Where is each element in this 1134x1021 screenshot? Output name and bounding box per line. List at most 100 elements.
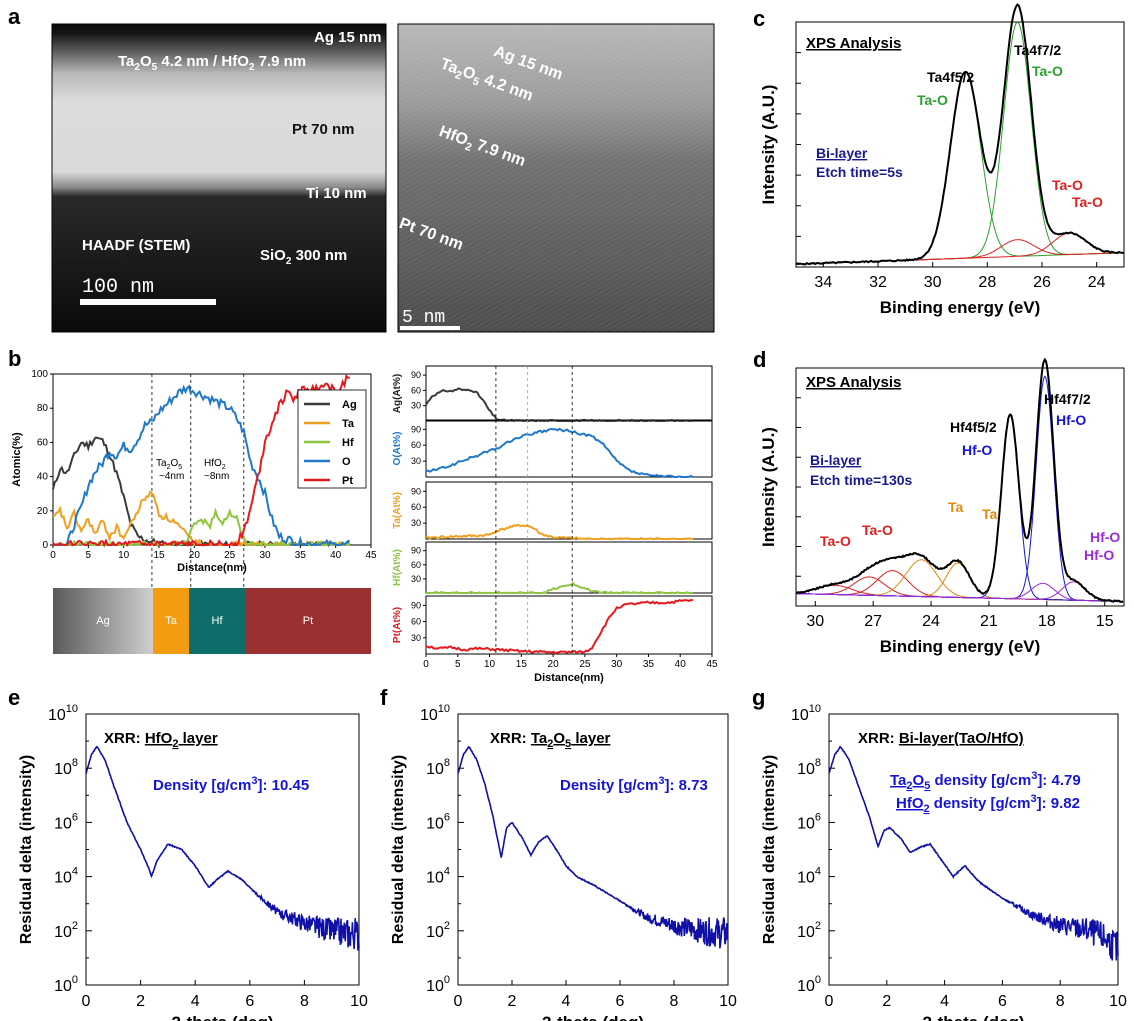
- peak-label: Hf-O: [1056, 412, 1086, 428]
- y-axis-title: Residual delta (intensity): [761, 755, 778, 944]
- stem-label-pt: Pt 70 nm: [292, 121, 355, 138]
- x-tick-label: 8: [1056, 993, 1065, 1010]
- fit-component: [796, 375, 1123, 602]
- sample-label: Bi-layer: [810, 452, 862, 468]
- series-pt: [425, 598, 694, 655]
- y-tick-label: 80: [37, 403, 49, 414]
- x-axis-title: Distance(nm): [177, 562, 247, 574]
- chart-title: XRR: HfO2 layer: [104, 730, 218, 750]
- plot-frame: [828, 713, 1119, 986]
- xrr-bilayer-chart: 024681010101081061041021002-theta (deg)R…: [761, 703, 1127, 1021]
- y-tick-label: 104: [54, 866, 78, 887]
- panel-letter-b: b: [8, 346, 21, 371]
- x-tick-label: 45: [706, 659, 718, 670]
- layer-bar: Ag Ta Hf Pt: [53, 588, 371, 654]
- layer-ag: [53, 588, 153, 654]
- stem-scale-bar: [80, 299, 216, 305]
- y-tick-label: 30: [411, 574, 421, 584]
- subplot-frame-hf: [425, 541, 713, 594]
- x-tick-label: 0: [82, 993, 91, 1010]
- y-tick-label: 90: [411, 600, 421, 610]
- component-label: Ta-O: [862, 522, 893, 538]
- x-tick-label: 5: [86, 550, 92, 561]
- xrr-curve: [457, 745, 729, 949]
- x-tick-label: 10: [118, 550, 130, 561]
- y-axis-title-pt: Pt(At%): [392, 607, 403, 643]
- y-tick-label: 108: [426, 757, 450, 778]
- fit-component: [796, 21, 1124, 265]
- stem-label-stack: Ta2O5 4.2 nm / HfO2 7.9 nm: [118, 53, 306, 73]
- y-axis-title: Intensity (A.U.): [759, 427, 778, 547]
- x-axis-title: 2-theta (deg): [923, 1013, 1025, 1021]
- y-tick-label: 60: [411, 502, 421, 512]
- stem-image: Ag 15 nm Ta2O5 4.2 nm / HfO2 7.9 nm Pt 7…: [51, 23, 387, 333]
- component-label: Hf-O: [1084, 547, 1114, 563]
- y-axis-title-hf: Hf(At%): [392, 549, 403, 586]
- legend-label-ag: Ag: [342, 399, 357, 411]
- component-label: Ta: [948, 499, 964, 515]
- y-tick-label: 106: [797, 811, 821, 832]
- y-axis-title: Atomic(%): [11, 432, 23, 487]
- xrr-curve: [85, 745, 360, 951]
- x-tick-label: 15: [516, 659, 528, 670]
- x-tick-label: 0: [423, 659, 429, 670]
- y-tick-label: 0: [42, 540, 48, 551]
- x-tick-label: 15: [153, 550, 165, 561]
- x-tick-label: 25: [579, 659, 591, 670]
- series-ta: [425, 523, 694, 541]
- density-label: Density [g/cm3]: 8.73: [560, 775, 708, 794]
- y-axis-title-ta: Ta(At%): [392, 492, 403, 529]
- series-o: [425, 427, 694, 479]
- x-tick-label: 10: [484, 659, 496, 670]
- x-tick-label: 21: [980, 613, 998, 630]
- x-tick-label: 30: [259, 550, 271, 561]
- y-tick-label: 90: [411, 486, 421, 496]
- component-label: Ta-O: [1072, 194, 1103, 210]
- y-tick-label: 60: [411, 440, 421, 450]
- x-tick-label: 2: [136, 993, 145, 1010]
- legend-label-o: O: [342, 456, 351, 468]
- legend-label-pt: Pt: [342, 475, 353, 487]
- x-axis-title: Distance(nm): [534, 672, 604, 684]
- x-tick-label: 6: [245, 993, 254, 1010]
- envelope: [795, 357, 1124, 603]
- xrr-hfo2-chart: 024681010101081061041021002-theta (deg)R…: [18, 703, 368, 1021]
- y-tick-label: 1010: [791, 703, 821, 724]
- panel-letter-g: g: [752, 685, 765, 710]
- peak-label: Ta-O: [1032, 63, 1063, 79]
- y-tick-label: 60: [411, 385, 421, 395]
- y-tick-label: 100: [31, 369, 48, 380]
- sample-label: Bi-layer: [816, 145, 868, 161]
- subplot-frame-pt: [425, 595, 713, 655]
- density-label-hfo2: HfO2 density [g/cm3]: 9.82: [896, 793, 1080, 815]
- chart-title: XRR: Ta2O5 layer: [490, 730, 611, 750]
- y-tick-label: 60: [411, 560, 421, 570]
- layer-ta: [153, 588, 189, 654]
- x-tick-label: 34: [814, 274, 832, 291]
- component-label: Ta-O: [1052, 177, 1083, 193]
- note-hfo2-thickness: ~8nm: [204, 471, 229, 482]
- x-tick-label: 10: [719, 993, 737, 1010]
- x-tick-label: 4: [562, 993, 571, 1010]
- layer-pt: [245, 588, 371, 654]
- y-tick-label: 60: [411, 617, 421, 627]
- tem-scale-bar: [400, 326, 460, 330]
- subplot-frame-ag: [425, 365, 713, 422]
- y-tick-label: 1010: [420, 703, 450, 724]
- eds-layer-notes: Ta2O5 ~4nm HfO2 ~8nm: [156, 458, 229, 482]
- chart-title: XPS Analysis: [806, 374, 901, 391]
- note-ta2o5-thickness: ~4nm: [159, 471, 184, 482]
- fit-component: [796, 582, 1123, 602]
- xps-hf4f-chart: 30 27 24 21 18 15 Binding energy (eV) Intensity…: [759, 357, 1125, 656]
- x-tick-label: 10: [350, 993, 368, 1010]
- x-tick-label: 28: [978, 274, 996, 291]
- x-tick-label: 27: [864, 613, 882, 630]
- legend-box: [297, 389, 367, 489]
- x-tick-label: 0: [825, 993, 834, 1010]
- tem-scale-label: 5 nm: [402, 308, 445, 328]
- y-tick-label: 100: [797, 974, 821, 995]
- x-tick-label: 15: [1096, 613, 1114, 630]
- component-label: Ta-O: [820, 533, 851, 549]
- panel-letter-a: a: [8, 4, 21, 29]
- density-label-ta2o5: Ta2O5 density [g/cm3]: 4.79: [890, 770, 1081, 792]
